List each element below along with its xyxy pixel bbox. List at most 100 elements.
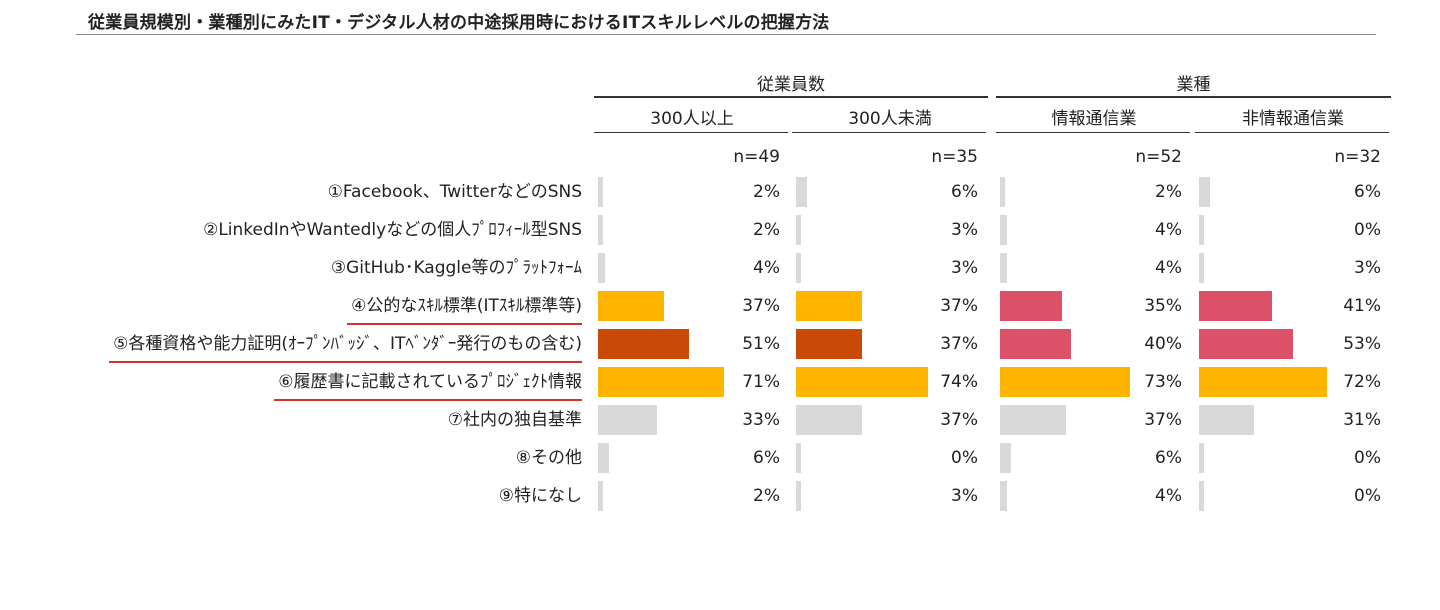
bar (1000, 367, 1130, 397)
title-underline (76, 34, 1376, 35)
bar (598, 443, 609, 473)
data-label: 0% (1354, 220, 1381, 240)
data-label: 0% (1354, 486, 1381, 506)
data-label: 73% (1144, 372, 1182, 392)
bar (1199, 253, 1205, 283)
bar (598, 405, 657, 435)
category-label: ⑤各種資格や能力証明(ｵｰﾌﾟﾝﾊﾞｯｼﾞ、ITﾍﾞﾝﾀﾞｰ発行のもの含む) (113, 334, 582, 354)
bar (796, 443, 801, 473)
category-label: ③GitHub･Kaggle等のﾌﾟﾗｯﾄﾌｫｰﾑ (330, 258, 582, 278)
bar (796, 215, 802, 245)
bar (598, 215, 603, 245)
data-label: 37% (940, 296, 978, 316)
bar (1199, 329, 1294, 359)
sample-size-label: n=35 (931, 147, 978, 167)
column-header-rule (594, 132, 788, 133)
bar (796, 405, 862, 435)
data-label: 71% (742, 372, 780, 392)
bar (598, 291, 664, 321)
data-label: 33% (742, 410, 780, 430)
bar (1199, 443, 1204, 473)
sample-size-label: n=52 (1135, 147, 1182, 167)
column-header-rule (792, 132, 986, 133)
data-label: 53% (1343, 334, 1381, 354)
data-label: 4% (1155, 486, 1182, 506)
bar (1199, 215, 1204, 245)
group-header-rule (996, 96, 1391, 98)
data-label: 37% (1144, 410, 1182, 430)
bar (1199, 291, 1272, 321)
data-label: 31% (1343, 410, 1381, 430)
bar (1000, 405, 1066, 435)
data-label: 3% (951, 258, 978, 278)
data-label: 0% (1354, 448, 1381, 468)
group-header: 従業員数 (757, 75, 825, 95)
bar (1000, 215, 1008, 245)
data-label: 2% (753, 182, 780, 202)
column-header: 300人未満 (848, 109, 932, 129)
data-label: 2% (1155, 182, 1182, 202)
sample-size-label: n=32 (1334, 147, 1381, 167)
bar (1199, 367, 1328, 397)
data-label: 6% (1354, 182, 1381, 202)
column-header: 300人以上 (650, 109, 734, 129)
category-label: ④公的なｽｷﾙ標準(ITｽｷﾙ標準等) (351, 296, 582, 316)
bar (1000, 291, 1063, 321)
data-label: 6% (1155, 448, 1182, 468)
bar (796, 481, 802, 511)
data-label: 4% (1155, 220, 1182, 240)
bar (1000, 253, 1008, 283)
data-label: 2% (753, 486, 780, 506)
data-label: 72% (1343, 372, 1381, 392)
bar (796, 329, 862, 359)
data-label: 3% (1354, 258, 1381, 278)
bar (1000, 177, 1005, 207)
highlight-underline (109, 361, 582, 363)
bar (1000, 481, 1008, 511)
highlight-underline (347, 323, 582, 325)
column-header-rule (1195, 132, 1389, 133)
data-label: 37% (742, 296, 780, 316)
bar (1000, 329, 1072, 359)
data-label: 4% (753, 258, 780, 278)
bar (598, 329, 689, 359)
bar (598, 481, 603, 511)
data-label: 37% (940, 410, 978, 430)
group-header-rule (594, 96, 988, 98)
category-label: ⑨特になし (498, 486, 582, 506)
data-label: 35% (1144, 296, 1182, 316)
bar (796, 291, 862, 321)
bar (1199, 405, 1255, 435)
data-label: 51% (742, 334, 780, 354)
category-label: ①Facebook、TwitterなどのSNS (327, 182, 582, 202)
bar (796, 367, 928, 397)
chart-title: 従業員規模別・業種別にみたIT・デジタル人材の中途採用時におけるITスキルレベル… (88, 13, 830, 33)
data-label: 40% (1144, 334, 1182, 354)
bar (796, 177, 807, 207)
data-label: 2% (753, 220, 780, 240)
bar (1199, 177, 1210, 207)
data-label: 3% (951, 220, 978, 240)
data-label: 37% (940, 334, 978, 354)
data-label: 41% (1343, 296, 1381, 316)
bar (796, 253, 802, 283)
bar (598, 367, 725, 397)
bar (1199, 481, 1204, 511)
category-label: ②LinkedInやWantedlyなどの個人ﾌﾟﾛﾌｨｰﾙ型SNS (203, 220, 582, 240)
bar (1000, 443, 1011, 473)
data-label: 0% (951, 448, 978, 468)
bar (598, 253, 606, 283)
group-header: 業種 (1176, 75, 1211, 95)
highlight-underline (274, 399, 582, 401)
data-label: 74% (940, 372, 978, 392)
column-header: 情報通信業 (1051, 109, 1137, 129)
sample-size-label: n=49 (733, 147, 780, 167)
category-label: ⑥履歴書に記載されているﾌﾟﾛｼﾞｪｸﾄ情報 (278, 372, 582, 392)
column-header-rule (996, 132, 1190, 133)
column-header: 非情報通信業 (1242, 109, 1344, 129)
data-label: 6% (753, 448, 780, 468)
data-label: 4% (1155, 258, 1182, 278)
data-label: 6% (951, 182, 978, 202)
category-label: ⑦社内の独自基準 (447, 410, 582, 430)
